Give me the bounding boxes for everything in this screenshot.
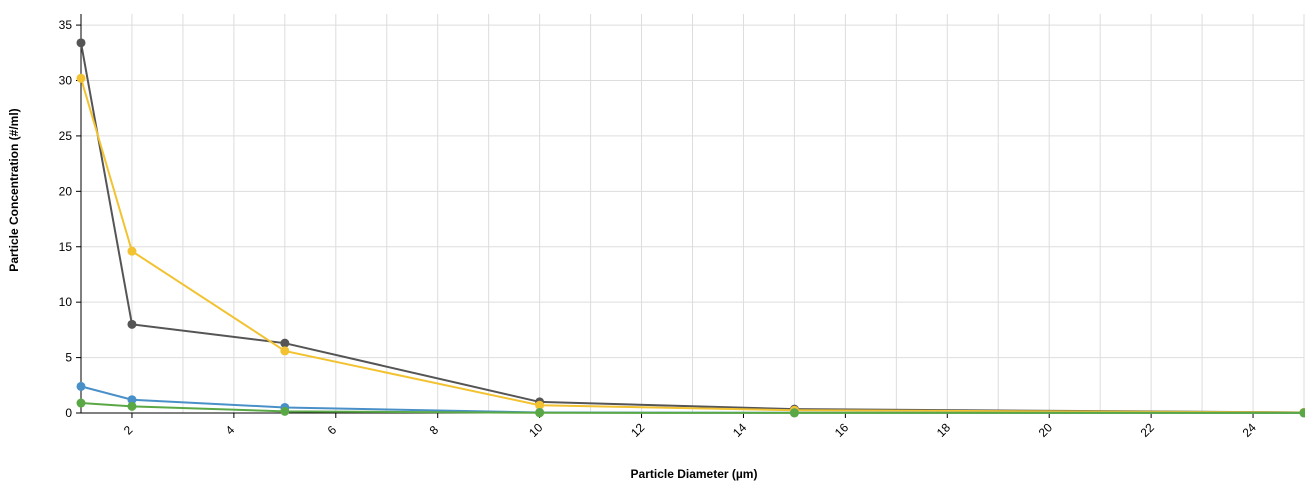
x-tick-label: 20 — [1036, 420, 1056, 440]
data-point[interactable] — [280, 406, 290, 416]
data-point[interactable] — [1299, 408, 1305, 418]
y-tick-label: 25 — [59, 129, 73, 143]
y-tick-label: 30 — [59, 74, 73, 88]
data-point[interactable] — [280, 346, 290, 356]
data-point[interactable] — [127, 246, 137, 256]
data-point[interactable] — [535, 400, 545, 410]
series-1 — [76, 38, 1305, 417]
y-tick-label: 0 — [65, 406, 72, 420]
x-tick-label: 18 — [934, 420, 954, 440]
data-point[interactable] — [76, 38, 86, 48]
data-point[interactable] — [127, 319, 137, 329]
x-tick-label: 6 — [325, 423, 340, 438]
series-line — [80, 78, 1305, 414]
x-tick-label: 12 — [628, 420, 648, 440]
x-tick-label: 16 — [832, 420, 852, 440]
y-tick-label: 5 — [65, 351, 72, 365]
grid — [80, 14, 1305, 413]
data-point[interactable] — [76, 73, 86, 83]
data-point[interactable] — [789, 408, 799, 418]
x-tick-label: 8 — [427, 423, 442, 438]
data-point[interactable] — [280, 338, 290, 348]
x-axis-title: Particle Diameter (µm) — [631, 467, 758, 481]
data-point[interactable] — [127, 401, 137, 411]
y-tick-label: 35 — [59, 18, 73, 32]
x-tick-label: 22 — [1138, 420, 1158, 440]
y-tick-label: 20 — [59, 184, 73, 198]
x-tick-label: 4 — [223, 423, 238, 438]
y-tick-label: 15 — [59, 240, 73, 254]
series-4 — [76, 398, 1305, 418]
x-tick-label: 24 — [1240, 420, 1260, 440]
y-axis-title: Particle Concentration (#/ml) — [7, 108, 21, 271]
x-tick-label: 2 — [121, 423, 136, 438]
data-point[interactable] — [76, 398, 86, 408]
data-point[interactable] — [535, 408, 545, 418]
series-2 — [76, 73, 1305, 417]
series-line — [80, 402, 1304, 414]
series-group — [76, 38, 1305, 418]
data-point[interactable] — [76, 381, 86, 391]
y-tick-label: 10 — [59, 295, 73, 309]
x-tick-label: 14 — [730, 420, 750, 440]
x-tick-label: 10 — [526, 420, 546, 440]
data-point[interactable] — [127, 395, 137, 405]
